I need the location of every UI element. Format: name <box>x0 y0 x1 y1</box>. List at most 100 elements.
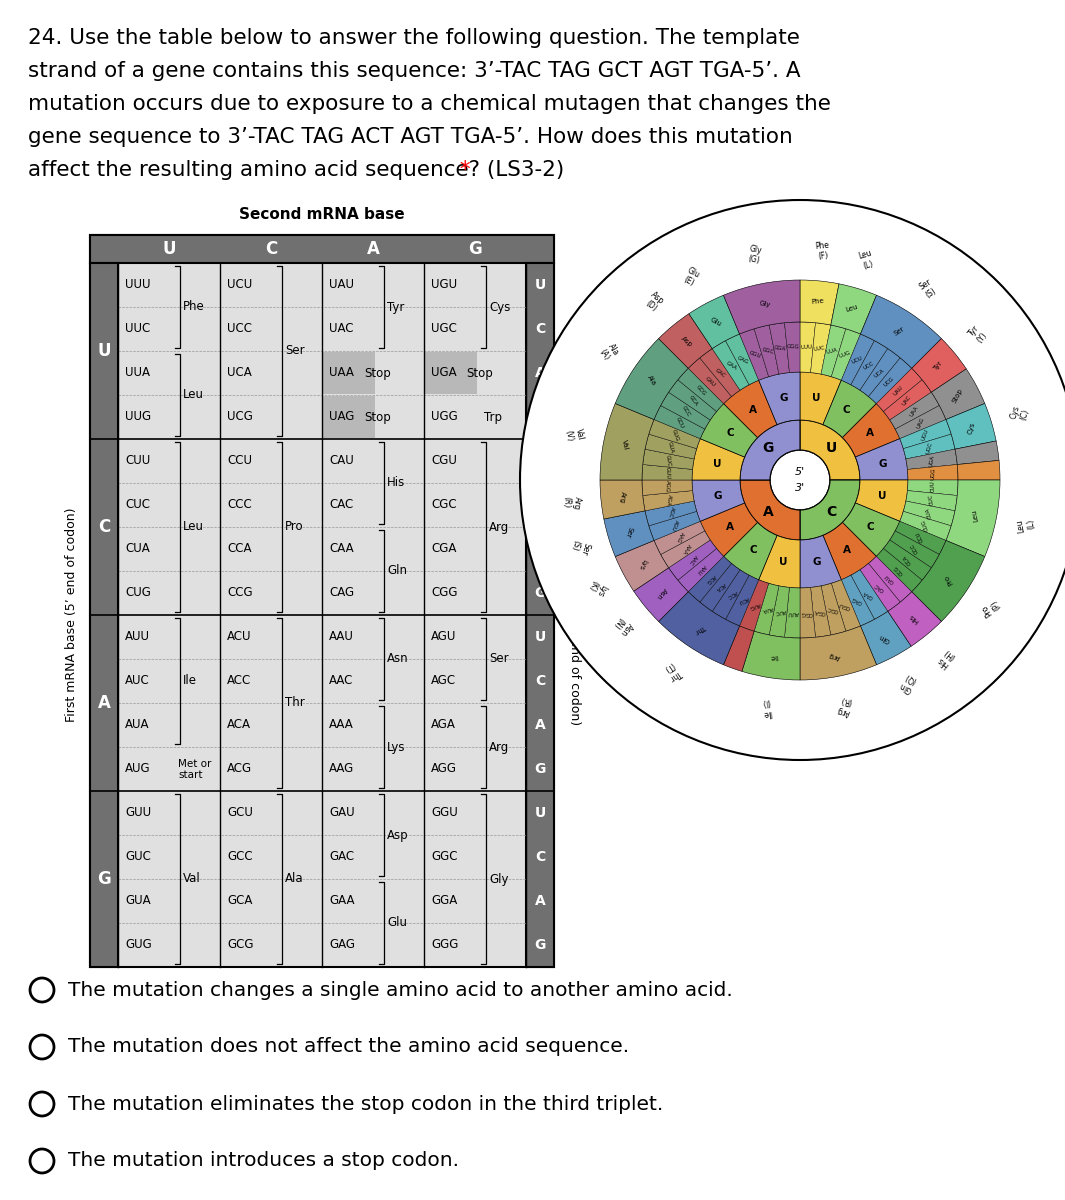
Text: U: U <box>162 240 176 258</box>
Text: C: C <box>866 522 873 532</box>
Text: GCC: GCC <box>227 851 252 864</box>
Wedge shape <box>723 280 800 334</box>
Text: The mutation introduces a stop codon.: The mutation introduces a stop codon. <box>68 1152 459 1170</box>
Text: UUU: UUU <box>801 344 813 350</box>
Text: GUA: GUA <box>667 442 675 454</box>
Circle shape <box>520 200 1065 760</box>
Text: U: U <box>97 342 111 360</box>
Wedge shape <box>725 575 758 626</box>
Text: UUC: UUC <box>125 323 150 336</box>
Wedge shape <box>658 592 739 665</box>
Text: Val: Val <box>183 872 201 886</box>
Text: Trp: Trp <box>485 410 502 424</box>
Text: CGU: CGU <box>431 455 457 468</box>
Wedge shape <box>658 313 712 368</box>
Wedge shape <box>946 480 1000 557</box>
Wedge shape <box>861 611 912 665</box>
Text: Phe: Phe <box>810 299 824 306</box>
Text: A: A <box>535 894 545 908</box>
Text: UGU: UGU <box>921 428 930 442</box>
Text: AAC: AAC <box>329 674 354 688</box>
Wedge shape <box>841 334 874 385</box>
Text: CUA: CUA <box>125 542 150 556</box>
Text: Leu
(L): Leu (L) <box>857 248 876 271</box>
Text: Thr: Thr <box>285 696 305 709</box>
Text: AGC: AGC <box>431 674 456 688</box>
Wedge shape <box>692 480 744 521</box>
Wedge shape <box>851 341 888 390</box>
Text: CGG: CGG <box>431 587 458 600</box>
Text: GAC: GAC <box>715 367 727 379</box>
Text: Ile
(I): Ile (I) <box>760 697 772 718</box>
Wedge shape <box>723 626 754 671</box>
Text: UAA: UAA <box>908 406 919 418</box>
Wedge shape <box>600 480 645 520</box>
Text: G: G <box>469 240 481 258</box>
Text: affect the resulting amino acid sequence? (LS3-2): affect the resulting amino acid sequence… <box>28 160 571 180</box>
Bar <box>91 263 118 967</box>
Wedge shape <box>907 464 958 480</box>
Text: Asn: Asn <box>655 587 668 600</box>
Wedge shape <box>604 511 654 557</box>
Text: U: U <box>780 557 788 568</box>
Text: CAC: CAC <box>329 498 354 511</box>
Text: Second mRNA base: Second mRNA base <box>240 206 405 222</box>
Text: G: G <box>535 410 545 424</box>
Text: UGG: UGG <box>930 467 936 480</box>
Text: Glu: Glu <box>387 917 407 930</box>
Wedge shape <box>616 540 669 592</box>
Text: A: A <box>726 522 734 532</box>
Wedge shape <box>700 349 740 396</box>
Wedge shape <box>689 295 739 349</box>
Text: UGU: UGU <box>431 278 457 292</box>
Text: ACG: ACG <box>227 762 252 775</box>
Text: C: C <box>535 322 545 336</box>
Text: AUG: AUG <box>749 601 761 610</box>
Text: Asp
(D): Asp (D) <box>642 290 666 314</box>
Circle shape <box>30 1034 54 1058</box>
Text: CUC: CUC <box>929 493 935 505</box>
Text: Leu: Leu <box>846 304 858 313</box>
Text: Tyr: Tyr <box>933 361 944 372</box>
Text: Stop: Stop <box>364 410 391 424</box>
Wedge shape <box>634 568 688 622</box>
Text: ACG: ACG <box>705 572 717 584</box>
Wedge shape <box>855 439 908 480</box>
Text: CCU: CCU <box>227 455 252 468</box>
Text: CAA: CAA <box>863 589 874 599</box>
Text: CAC: CAC <box>873 582 885 592</box>
Wedge shape <box>903 434 955 458</box>
Wedge shape <box>669 379 717 420</box>
Wedge shape <box>876 548 922 592</box>
Text: The mutation eliminates the stop codon in the third triplet.: The mutation eliminates the stop codon i… <box>68 1094 663 1114</box>
Wedge shape <box>649 420 700 449</box>
Text: Stop: Stop <box>951 388 964 404</box>
Text: C: C <box>826 505 837 518</box>
Text: Ile: Ile <box>769 654 779 661</box>
Wedge shape <box>932 368 985 420</box>
Wedge shape <box>821 325 846 377</box>
Wedge shape <box>642 480 692 496</box>
Text: *: * <box>453 160 471 180</box>
Text: GGA: GGA <box>431 894 457 907</box>
Text: Val
(V): Val (V) <box>563 427 585 443</box>
Wedge shape <box>861 349 900 396</box>
Text: Pro: Pro <box>944 574 954 586</box>
Wedge shape <box>712 570 749 619</box>
Text: 24. Use the table below to answer the following question. The template: 24. Use the table below to answer the fo… <box>28 28 800 48</box>
Wedge shape <box>688 557 732 602</box>
Wedge shape <box>643 491 694 511</box>
Text: ACU: ACU <box>737 595 750 605</box>
Text: UCA: UCA <box>873 367 885 379</box>
Text: Cys: Cys <box>489 300 510 313</box>
Wedge shape <box>677 548 723 592</box>
Wedge shape <box>869 557 912 602</box>
Text: start: start <box>178 770 202 780</box>
Text: AAC: AAC <box>688 553 699 565</box>
Wedge shape <box>800 588 816 638</box>
Wedge shape <box>649 511 700 540</box>
Wedge shape <box>645 502 697 526</box>
Wedge shape <box>677 368 723 412</box>
Text: His: His <box>907 613 920 624</box>
Text: C: C <box>842 406 851 415</box>
